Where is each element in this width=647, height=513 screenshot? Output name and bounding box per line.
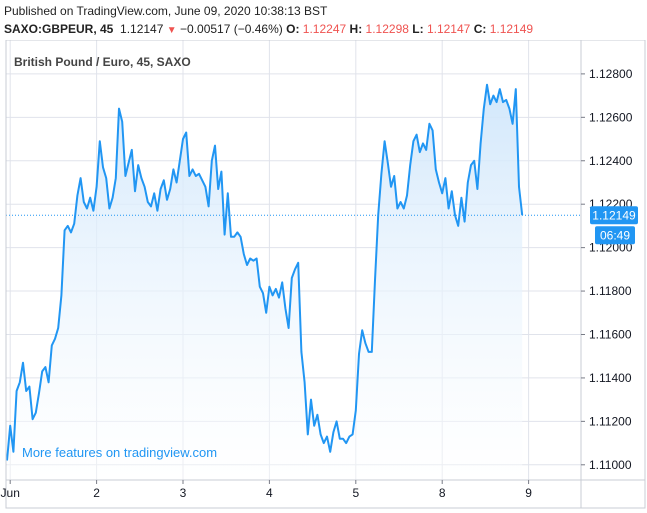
open-value: 1.12247	[302, 22, 347, 36]
close-label: C:	[473, 22, 487, 36]
close-value: 1.12149	[489, 22, 534, 36]
down-arrow-icon: ▼	[166, 25, 177, 36]
published-note: Published on TradingView.com, June 09, 2…	[4, 4, 328, 18]
x-tick-label: 3	[180, 486, 187, 500]
countdown-tag-box	[595, 226, 635, 245]
last-price-tag-box	[590, 206, 638, 225]
low-label: L:	[412, 22, 424, 36]
chart-frame	[5, 40, 646, 509]
y-tick-label: 1.11800	[589, 284, 632, 298]
price-axis[interactable]: 1.110001.112001.114001.116001.118001.120…	[581, 67, 633, 472]
open-label: O:	[286, 22, 300, 36]
y-tick-label: 1.12400	[589, 154, 633, 168]
x-tick-label: Jun	[1, 486, 20, 500]
last-price-tag-label: 1.12149	[592, 208, 636, 222]
x-tick-label: 8	[439, 486, 446, 500]
high-label: H:	[349, 22, 363, 36]
symbol-label[interactable]: SAXO:GBPEUR, 45	[4, 22, 114, 36]
last-price: 1.12147	[120, 22, 164, 36]
price-area-fill	[7, 84, 523, 480]
high-value: 1.12298	[365, 22, 409, 36]
last-price-tag: 1.12149 06:49	[590, 206, 638, 245]
low-value: 1.12147	[426, 22, 471, 36]
time-axis[interactable]: Jun 2 3 4 5 8 9	[1, 480, 533, 500]
quote-bar: SAXO:GBPEUR, 45 1.12147 ▼ −0.00517 (−0.4…	[4, 22, 533, 36]
y-tick-label: 1.11000	[589, 458, 632, 472]
price-chart[interactable]: 1.110001.112001.114001.116001.118001.120…	[0, 40, 647, 513]
x-tick-label: 4	[266, 486, 273, 500]
y-tick-label: 1.11600	[589, 327, 632, 341]
price-line	[6, 83, 524, 461]
y-tick-label: 1.11400	[589, 371, 632, 385]
chart-title: British Pound / Euro, 45, SAXO	[14, 55, 191, 69]
price-change: −0.00517 (−0.46%)	[180, 22, 283, 36]
x-tick-label: 9	[525, 486, 532, 500]
outer-border	[5, 40, 646, 509]
x-tick-label: 5	[352, 486, 359, 500]
y-tick-label: 1.12800	[589, 67, 633, 81]
y-tick-label: 1.12600	[589, 110, 633, 124]
x-tick-label: 2	[93, 486, 100, 500]
y-tick-label: 1.11200	[589, 414, 632, 428]
countdown-tag-label: 06:49	[600, 228, 630, 242]
watermark-link[interactable]: More features on tradingview.com	[22, 445, 217, 460]
